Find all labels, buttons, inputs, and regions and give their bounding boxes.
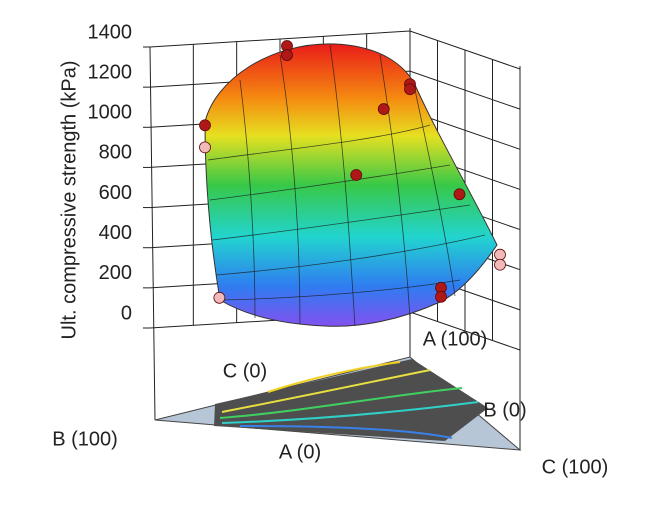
design-point [435,290,447,303]
design-point [213,291,226,304]
z-tick-label: 600 [99,182,132,204]
z-tick-label: 1400 [88,21,133,43]
surface [204,43,498,327]
design-point [494,248,506,261]
z-tick-label: 1200 [88,61,133,83]
vertex-label: C (0) [223,360,267,382]
box-edge [149,46,156,421]
design-point [199,119,211,132]
z-tick-label: 200 [99,262,132,284]
contour [221,369,431,413]
contour [239,425,453,439]
vertex-label: C (100) [542,456,609,478]
vertex-label: B (0) [483,399,526,421]
mesh-line [239,44,456,327]
design-point [453,188,466,201]
mesh-line [207,124,486,301]
vertex-label: B (100) [52,428,118,450]
design-point [377,103,390,115]
z-tick-label: 1000 [88,102,133,124]
z-tick-label: 800 [99,142,132,164]
z-tick-label: 400 [99,222,132,244]
design-point [199,141,211,154]
contour [221,401,479,424]
z-axis-label: Ult. compressive strength (kPa) [58,61,80,340]
design-point [350,169,363,181]
design-point [494,258,506,271]
floor [154,356,522,451]
z-tick-label: 0 [121,302,132,324]
vertex-label: A (0) [279,441,321,463]
design-point [404,83,416,96]
contour [267,361,401,393]
vertex-label: A (100) [423,328,487,350]
contour [219,387,463,419]
design-point [281,49,293,61]
